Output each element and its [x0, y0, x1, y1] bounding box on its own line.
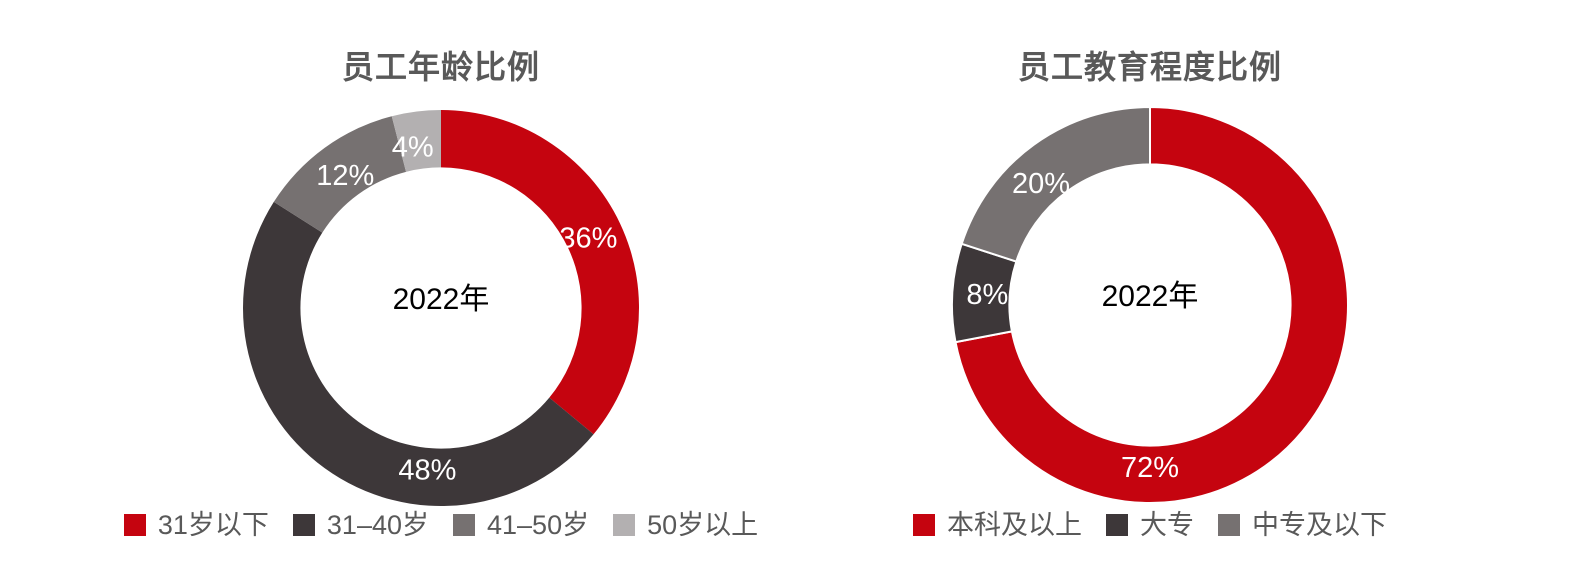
segment-value-label: 12%: [316, 160, 374, 192]
legend-item: 31岁以下: [123, 510, 269, 540]
legend-label: 中专及以下: [1252, 510, 1387, 540]
education-donut-wrap: 72% 8% 20% 2022年: [950, 105, 1350, 505]
age-chart-legend: 31岁以下 31–40岁 41–50岁 50岁以上: [121, 510, 761, 540]
legend-swatch: [1106, 514, 1128, 536]
segment-value-label: 4%: [392, 132, 434, 164]
segment-value-label: 8%: [966, 279, 1008, 311]
legend-item: 大专: [1106, 510, 1194, 540]
education-donut-figure: 员工教育程度比例 72% 8% 20% 2022年 本科及以上 大专 中专及以下: [880, 40, 1420, 550]
education-chart-legend: 本科及以上 大专 中专及以下: [880, 510, 1420, 540]
age-donut-wrap: 36% 48% 12% 4% 2022年: [241, 108, 641, 508]
legend-item: 31–40岁: [292, 510, 429, 540]
legend-swatch: [453, 514, 475, 536]
legend-swatch: [1218, 514, 1240, 536]
donut-segment: [960, 106, 1151, 263]
age-chart-title: 员工年龄比例: [341, 49, 540, 85]
legend-label: 41–50岁: [487, 510, 590, 540]
legend-label: 31岁以下: [157, 510, 269, 540]
legend-item: 41–50岁: [453, 510, 589, 540]
education-chart-title: 员工教育程度比例: [1017, 49, 1282, 85]
legend-label: 31–40岁: [326, 510, 429, 540]
age-donut-ring: 36% 48% 12% 4%: [242, 110, 639, 507]
legend-swatch: [292, 514, 315, 536]
legend-swatch: [123, 514, 146, 536]
age-donut-figure: 员工年龄比例 36% 48% 12% 4% 2022年 31岁以下 31–40岁 41–5…: [121, 40, 761, 550]
donut-segment: [242, 201, 594, 507]
donut-segment: [391, 110, 441, 172]
legend-item: 本科及以上: [913, 510, 1082, 540]
donut-segment: [441, 110, 639, 435]
donut-segment: [273, 116, 407, 233]
donut-segment: [954, 106, 1349, 504]
legend-label: 大专: [1140, 510, 1194, 540]
legend-swatch: [613, 514, 636, 536]
segment-value-label: 72%: [1121, 452, 1179, 484]
segment-value-label: 48%: [398, 454, 456, 486]
segment-value-label: 20%: [1012, 168, 1070, 200]
legend-swatch: [913, 514, 935, 536]
legend-item: 50岁以上: [613, 510, 758, 540]
age-donut-center-label: 2022年: [392, 283, 490, 316]
segment-value-label: 36%: [559, 223, 617, 255]
legend-label: 50岁以上: [647, 510, 759, 540]
legend-label: 本科及以上: [947, 510, 1082, 540]
legend-item: 中专及以下: [1218, 510, 1387, 540]
education-donut-center-label: 2022年: [1101, 280, 1199, 313]
education-donut-ring: 72% 8% 20%: [951, 106, 1349, 504]
